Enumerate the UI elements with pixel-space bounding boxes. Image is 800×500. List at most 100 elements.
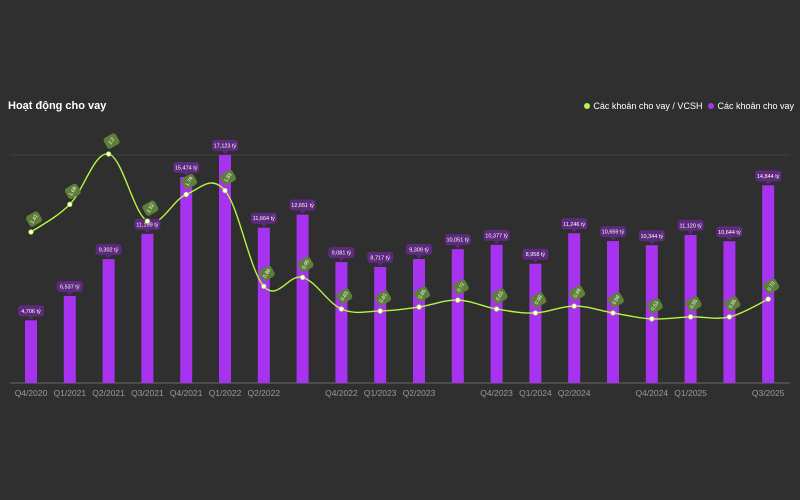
ratio-point-Q4/2023[interactable] [493,306,500,312]
ratio-point-Q2/2022[interactable] [261,283,267,289]
ratio-label-Q4/2021: 1.79 [181,173,198,190]
bar-label-Q1/2021: 6,537 tỷ [56,280,83,295]
bar-label-text: 8,958 tỷ [526,251,546,258]
bar-label-Q4/2023: 10,377 tỷ [483,229,510,244]
ratio-point-Q4/2020[interactable] [28,229,34,235]
ratio-label-Q2/2025: 0.55 [724,296,741,312]
bar-label-Q1/2025: 11,120 tỷ [677,219,704,234]
ratio-label-text: 0.63 [495,290,505,302]
bar-label-Q4/2024: 10,344 tỷ [638,230,665,245]
bar-Q3/2023[interactable] [451,249,464,383]
bar-Q1/2023[interactable] [374,266,387,383]
bar-label-text: 9,081 tỷ [332,250,352,257]
ratio-label-text: 0.65 [417,288,427,300]
x-tick-Q2/2024: Q2/2024 [558,388,591,398]
bar-label-Q3/2022: 12,651 tỷ [289,199,316,214]
chart-title: Hoạt động cho vay [8,100,107,112]
ratio-label-text: 1.41 [29,213,39,225]
ratio-point-Q4/2022[interactable] [338,306,344,312]
bar-label-text: 17,123 tỷ [214,143,237,150]
bar-label-text: 11,199 tỷ [136,221,158,228]
ratio-point-Q3/2021[interactable] [144,218,150,224]
bar-label-Q1/2023: 8,717 tỷ [367,251,394,266]
bar-Q4/2024[interactable] [645,245,658,383]
ratio-point-Q1/2023[interactable] [377,308,383,314]
ratio-point-Q2/2025[interactable] [726,314,733,320]
bar-label-Q2/2025: 10,644 tỷ [716,226,743,241]
x-tick-Q2/2022: Q2/2022 [247,388,280,398]
ratio-label-Q2/2021: 2.2 [103,133,120,149]
bar-label-text: 10,377 tỷ [485,232,508,239]
ratio-label-Q1/2025: 0.55 [685,296,702,312]
ratio-label-text: 0.72 [456,281,466,293]
ratio-point-Q1/2024[interactable] [532,310,539,316]
ratio-label-Q3/2023: 0.72 [452,279,469,295]
ratio-label-Q1/2023: 0.61 [375,290,392,306]
ratio-label-Q4/2020: 1.41 [26,211,42,227]
x-tick-Q4/2024: Q4/2024 [635,388,668,398]
legend-item-ratio[interactable]: Các khoản cho vay / VCSH [584,101,702,111]
bar-Q3/2022[interactable] [296,214,309,383]
bar-Q4/2020[interactable] [25,320,37,383]
bar-Q2/2023[interactable] [413,259,425,383]
ratio-label-text: 1.83 [223,172,233,184]
bar-Q4/2022[interactable] [335,262,348,383]
ratio-point-Q1/2021[interactable] [67,201,73,207]
legend-label-loans: Các khoản cho vay [717,101,794,111]
ratio-label-text: 0.95 [301,259,311,271]
bar-label-text: 6,537 tỷ [60,283,80,290]
bar-label-Q3/2025: 14,844 tỷ [755,170,782,185]
bar-Q1/2021[interactable] [63,295,76,383]
bar-label-text: 10,659 tỷ [602,229,625,236]
bar-label-text: 9,309 tỷ [409,247,429,254]
ratio-label-text: 0.73 [767,280,777,292]
ratio-point-Q3/2024[interactable] [610,310,616,316]
ratio-point-Q3/2022[interactable] [299,274,306,281]
ratio-point-Q3/2023[interactable] [455,297,461,303]
bar-label-text: 12,651 tỷ [291,202,314,209]
x-tick-Q3/2021: Q3/2021 [131,388,164,398]
bar-Q2/2025[interactable] [723,241,736,383]
ratio-label-Q3/2025: 0.73 [763,278,780,294]
ratio-label-text: 1.69 [68,186,78,198]
bar-label-text: 10,051 tỷ [446,237,469,244]
legend-item-loans[interactable]: Các khoản cho vay [708,101,794,111]
bar-Q4/2023[interactable] [490,244,503,383]
bar-Q1/2024[interactable] [529,263,542,383]
ratio-label-Q1/2021: 1.69 [64,183,81,199]
x-tick-Q1/2023: Q1/2023 [364,388,397,398]
ratio-label-Q2/2023: 0.65 [414,286,430,302]
bar-label-Q2/2021: 9,302 tỷ [95,244,122,259]
bar-label-Q3/2021: 11,199 tỷ [134,218,161,233]
bar-Q1/2022[interactable] [219,155,231,383]
bar-label-Q2/2022: 11,664 tỷ [250,212,277,227]
ratio-point-Q1/2025[interactable] [687,314,694,320]
ratio-point-Q2/2023[interactable] [416,304,422,310]
ratio-label-text: 2.2 [108,137,117,146]
ratio-label-text: 0.55 [689,298,699,310]
ratio-label-Q4/2024: 0.53 [646,298,663,314]
ratio-point-Q4/2021[interactable] [183,191,189,198]
bar-Q2/2021[interactable] [102,259,115,383]
ratio-point-Q1/2022[interactable] [222,187,228,194]
ratio-label-Q4/2022: 0.63 [336,288,353,304]
ratio-point-Q2/2024[interactable] [571,303,577,309]
ratio-label-text: 0.86 [262,268,272,280]
bar-label-Q2/2024: 11,246 tỷ [561,218,588,233]
bar-Q2/2022[interactable] [257,227,270,383]
bar-Q3/2021[interactable] [141,233,154,383]
ratio-label-text: 0.66 [573,287,583,299]
ratio-point-Q2/2021[interactable] [106,151,112,157]
ratio-point-Q3/2025[interactable] [765,296,771,302]
bar-label-text: 11,664 tỷ [253,215,275,222]
ratio-label-text: 0.53 [650,300,660,312]
bar-label-text: 9,302 tỷ [99,247,119,254]
ratio-label-text: 0.55 [728,298,738,310]
bar-label-text: 15,474 tỷ [175,164,198,171]
x-tick-Q4/2021: Q4/2021 [170,388,203,398]
ratio-label-text: 0.59 [534,294,544,306]
ratio-point-Q4/2024[interactable] [649,316,655,322]
x-tick-Q4/2023: Q4/2023 [480,388,513,398]
bar-Q4/2021[interactable] [180,176,193,383]
